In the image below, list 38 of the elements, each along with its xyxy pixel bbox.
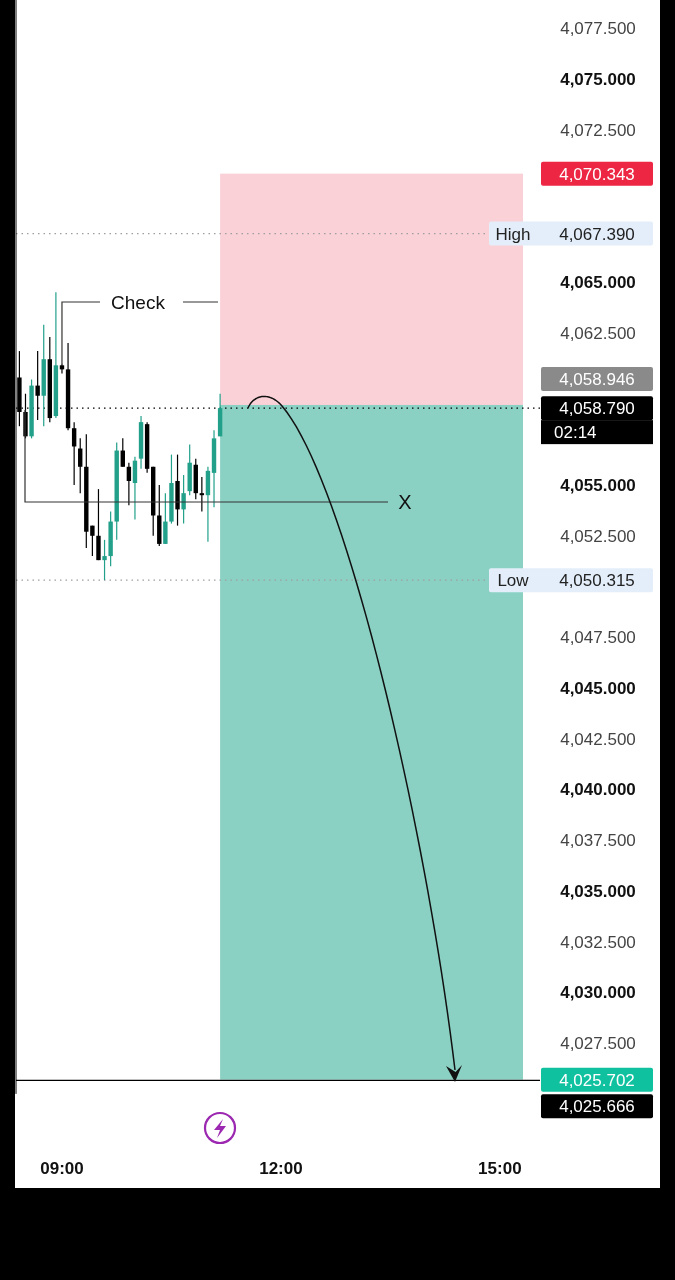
y-tick-label: 4,042.500 [560, 729, 636, 749]
candlestick [132, 456, 138, 521]
y-tick-label: 4,030.000 [560, 983, 636, 1003]
annotation: X [398, 491, 412, 513]
y-tick-label: 4,045.000 [560, 678, 636, 698]
text: 4,025.666 [559, 1097, 635, 1117]
candlestick [71, 421, 77, 486]
y-tick-label: 4,072.500 [560, 120, 636, 140]
text: 4,067.390 [559, 224, 635, 244]
y-tick-label: 4,040.000 [560, 780, 636, 800]
y-tick-label: 4,075.000 [560, 70, 636, 90]
y-tick-label: 4,055.000 [560, 475, 636, 495]
x-tick-label: 09:00 [40, 1158, 84, 1178]
y-tick-label: 4,052.500 [560, 526, 636, 546]
x-tick-label: 12:00 [259, 1158, 303, 1178]
candlestick [163, 492, 168, 545]
y-tick-label: 4,047.500 [560, 628, 636, 648]
text: 4,025.702 [559, 1070, 635, 1090]
candlestick [181, 474, 186, 525]
ref-line-label: High [495, 224, 531, 244]
candlestick [78, 437, 83, 494]
y-tick-label: 4,065.000 [560, 273, 636, 293]
candlestick [102, 539, 107, 581]
text: 4,070.343 [559, 164, 635, 184]
y-tick-label: 4,037.500 [560, 831, 636, 851]
annotation: Check [111, 291, 166, 313]
candlestick [120, 437, 125, 468]
y-tick-label: 4,032.500 [560, 932, 636, 952]
y-tick-label: 4,035.000 [560, 881, 636, 901]
y-tick-label: 4,062.500 [560, 323, 636, 343]
x-tick-label: 15:00 [478, 1158, 522, 1178]
text: 02:14 [554, 423, 597, 443]
ref-line-label: Low [497, 571, 530, 591]
text: 4,058.946 [559, 369, 635, 389]
y-tick-label: 4,027.500 [560, 1034, 636, 1054]
text: 4,058.790 [559, 399, 635, 419]
text: 4,050.315 [559, 571, 635, 591]
y-tick-label: 4,077.500 [560, 19, 636, 39]
